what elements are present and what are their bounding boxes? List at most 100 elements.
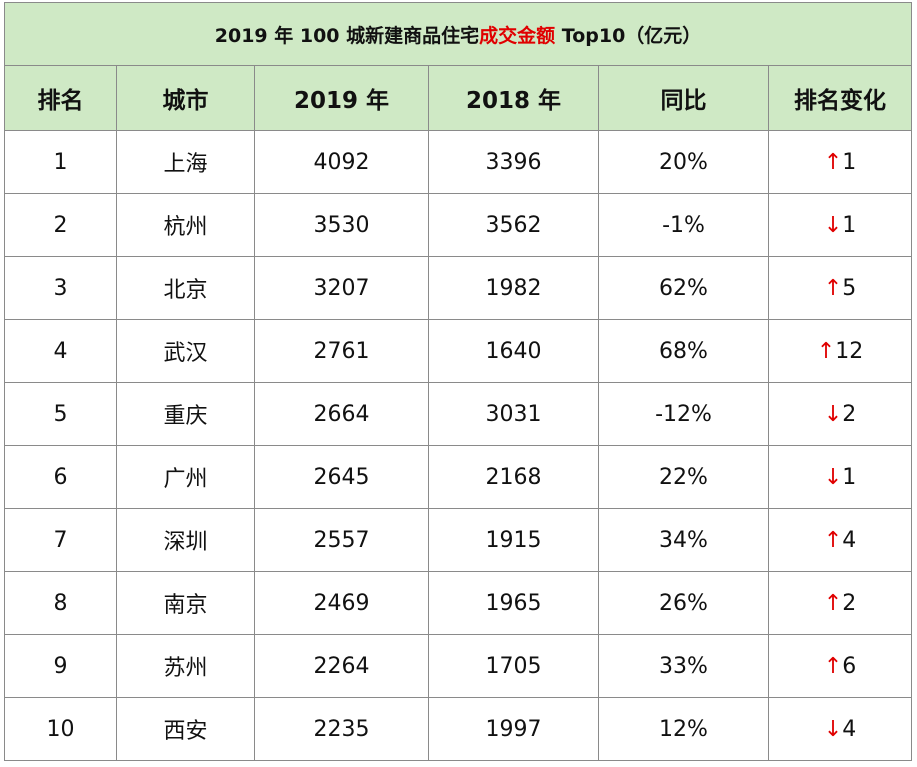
yoy-cell: 34%	[598, 508, 769, 572]
yoy-cell: 26%	[598, 571, 769, 635]
yoy-cell: -1%	[598, 193, 769, 257]
city-cell: 南京	[116, 571, 255, 635]
title-suffix: Top10（亿元）	[555, 24, 702, 47]
rank-change-value: 4	[842, 527, 857, 553]
value-2018-cell: 1915	[428, 508, 599, 572]
column-header-yoy: 同比	[598, 65, 769, 131]
rank-change-cell: ↓1	[767, 445, 913, 509]
table-row: 6 广州 2645 2168 22% ↓1	[4, 445, 913, 509]
arrow-up-icon: ↑	[823, 149, 843, 175]
value-2018-cell: 1997	[428, 697, 599, 761]
value-2018-cell: 3396	[428, 130, 599, 194]
city-cell: 杭州	[116, 193, 255, 257]
rank-change-cell: ↑6	[767, 634, 913, 698]
value-2019-cell: 2761	[254, 319, 429, 383]
arrow-down-icon: ↓	[823, 716, 843, 742]
rank-change-value: 5	[842, 275, 857, 301]
value-2019-cell: 2264	[254, 634, 429, 698]
value-2018-cell: 3562	[428, 193, 599, 257]
rank-cell: 9	[4, 634, 117, 698]
rank-change-value: 12	[835, 338, 864, 364]
rank-change-value: 1	[842, 212, 857, 238]
column-header-rank: 排名	[4, 65, 117, 131]
header-row: 排名 城市 2019 年 2018 年 同比 排名变化	[4, 65, 913, 131]
rank-change-cell: ↑4	[767, 508, 913, 572]
rank-change-cell: ↑12	[767, 319, 913, 383]
rank-change-cell: ↑1	[767, 130, 913, 194]
value-2018-cell: 1965	[428, 571, 599, 635]
rank-change-value: 1	[842, 149, 857, 175]
rank-change-cell: ↓2	[767, 382, 913, 446]
title-highlight: 成交金额	[479, 24, 556, 47]
rank-change-value: 2	[842, 401, 857, 427]
rank-change-value: 6	[842, 653, 857, 679]
rank-change-cell: ↓1	[767, 193, 913, 257]
table-row: 3 北京 3207 1982 62% ↑5	[4, 256, 913, 320]
arrow-up-icon: ↑	[823, 527, 843, 553]
city-cell: 广州	[116, 445, 255, 509]
yoy-cell: 68%	[598, 319, 769, 383]
value-2019-cell: 2235	[254, 697, 429, 761]
rank-change-cell: ↓4	[767, 697, 913, 761]
table-row: 9 苏州 2264 1705 33% ↑6	[4, 634, 913, 698]
city-cell: 北京	[116, 256, 255, 320]
yoy-cell: -12%	[598, 382, 769, 446]
table-row: 7 深圳 2557 1915 34% ↑4	[4, 508, 913, 572]
value-2019-cell: 2557	[254, 508, 429, 572]
rank-cell: 10	[4, 697, 117, 761]
value-2019-cell: 4092	[254, 130, 429, 194]
value-2018-cell: 1640	[428, 319, 599, 383]
yoy-cell: 22%	[598, 445, 769, 509]
rank-change-value: 2	[842, 590, 857, 616]
arrow-down-icon: ↓	[823, 212, 843, 238]
rank-change-cell: ↑2	[767, 571, 913, 635]
city-cell: 苏州	[116, 634, 255, 698]
table-row: 8 南京 2469 1965 26% ↑2	[4, 571, 913, 635]
table-row: 5 重庆 2664 3031 -12% ↓2	[4, 382, 913, 446]
rank-cell: 2	[4, 193, 117, 257]
table-row: 10 西安 2235 1997 12% ↓4	[4, 697, 913, 761]
value-2018-cell: 1982	[428, 256, 599, 320]
ranking-table: 2019 年 100 城新建商品住宅成交金额 Top10（亿元） 排名 城市 2…	[3, 2, 913, 761]
rank-cell: 1	[4, 130, 117, 194]
column-header-2018: 2018 年	[428, 65, 599, 131]
value-2019-cell: 2664	[254, 382, 429, 446]
table-row: 4 武汉 2761 1640 68% ↑12	[4, 319, 913, 383]
value-2019-cell: 3207	[254, 256, 429, 320]
yoy-cell: 20%	[598, 130, 769, 194]
rank-cell: 6	[4, 445, 117, 509]
rank-change-value: 1	[842, 464, 857, 490]
value-2019-cell: 3530	[254, 193, 429, 257]
table-title: 2019 年 100 城新建商品住宅成交金额 Top10（亿元）	[3, 2, 913, 66]
table-row: 1 上海 4092 3396 20% ↑1	[4, 130, 913, 194]
arrow-up-icon: ↑	[816, 338, 836, 364]
table-row: 2 杭州 3530 3562 -1% ↓1	[4, 193, 913, 257]
column-header-city: 城市	[116, 65, 255, 131]
rank-cell: 3	[4, 256, 117, 320]
city-cell: 西安	[116, 697, 255, 761]
arrow-up-icon: ↑	[823, 275, 843, 301]
rank-cell: 5	[4, 382, 117, 446]
value-2019-cell: 2645	[254, 445, 429, 509]
value-2019-cell: 2469	[254, 571, 429, 635]
value-2018-cell: 2168	[428, 445, 599, 509]
title-row: 2019 年 100 城新建商品住宅成交金额 Top10（亿元）	[3, 2, 913, 66]
arrow-up-icon: ↑	[823, 590, 843, 616]
yoy-cell: 33%	[598, 634, 769, 698]
column-header-2019: 2019 年	[254, 65, 429, 131]
arrow-down-icon: ↓	[823, 401, 843, 427]
arrow-down-icon: ↓	[823, 464, 843, 490]
rank-cell: 8	[4, 571, 117, 635]
column-header-rank-change: 排名变化	[767, 65, 913, 131]
value-2018-cell: 1705	[428, 634, 599, 698]
table-body: 1 上海 4092 3396 20% ↑1 2 杭州 3530 3562 -1% ↓1 3 北京 3207 1…	[4, 130, 913, 761]
rank-cell: 7	[4, 508, 117, 572]
yoy-cell: 12%	[598, 697, 769, 761]
rank-change-value: 4	[842, 716, 857, 742]
rank-change-cell: ↑5	[767, 256, 913, 320]
yoy-cell: 62%	[598, 256, 769, 320]
city-cell: 武汉	[116, 319, 255, 383]
city-cell: 深圳	[116, 508, 255, 572]
value-2018-cell: 3031	[428, 382, 599, 446]
